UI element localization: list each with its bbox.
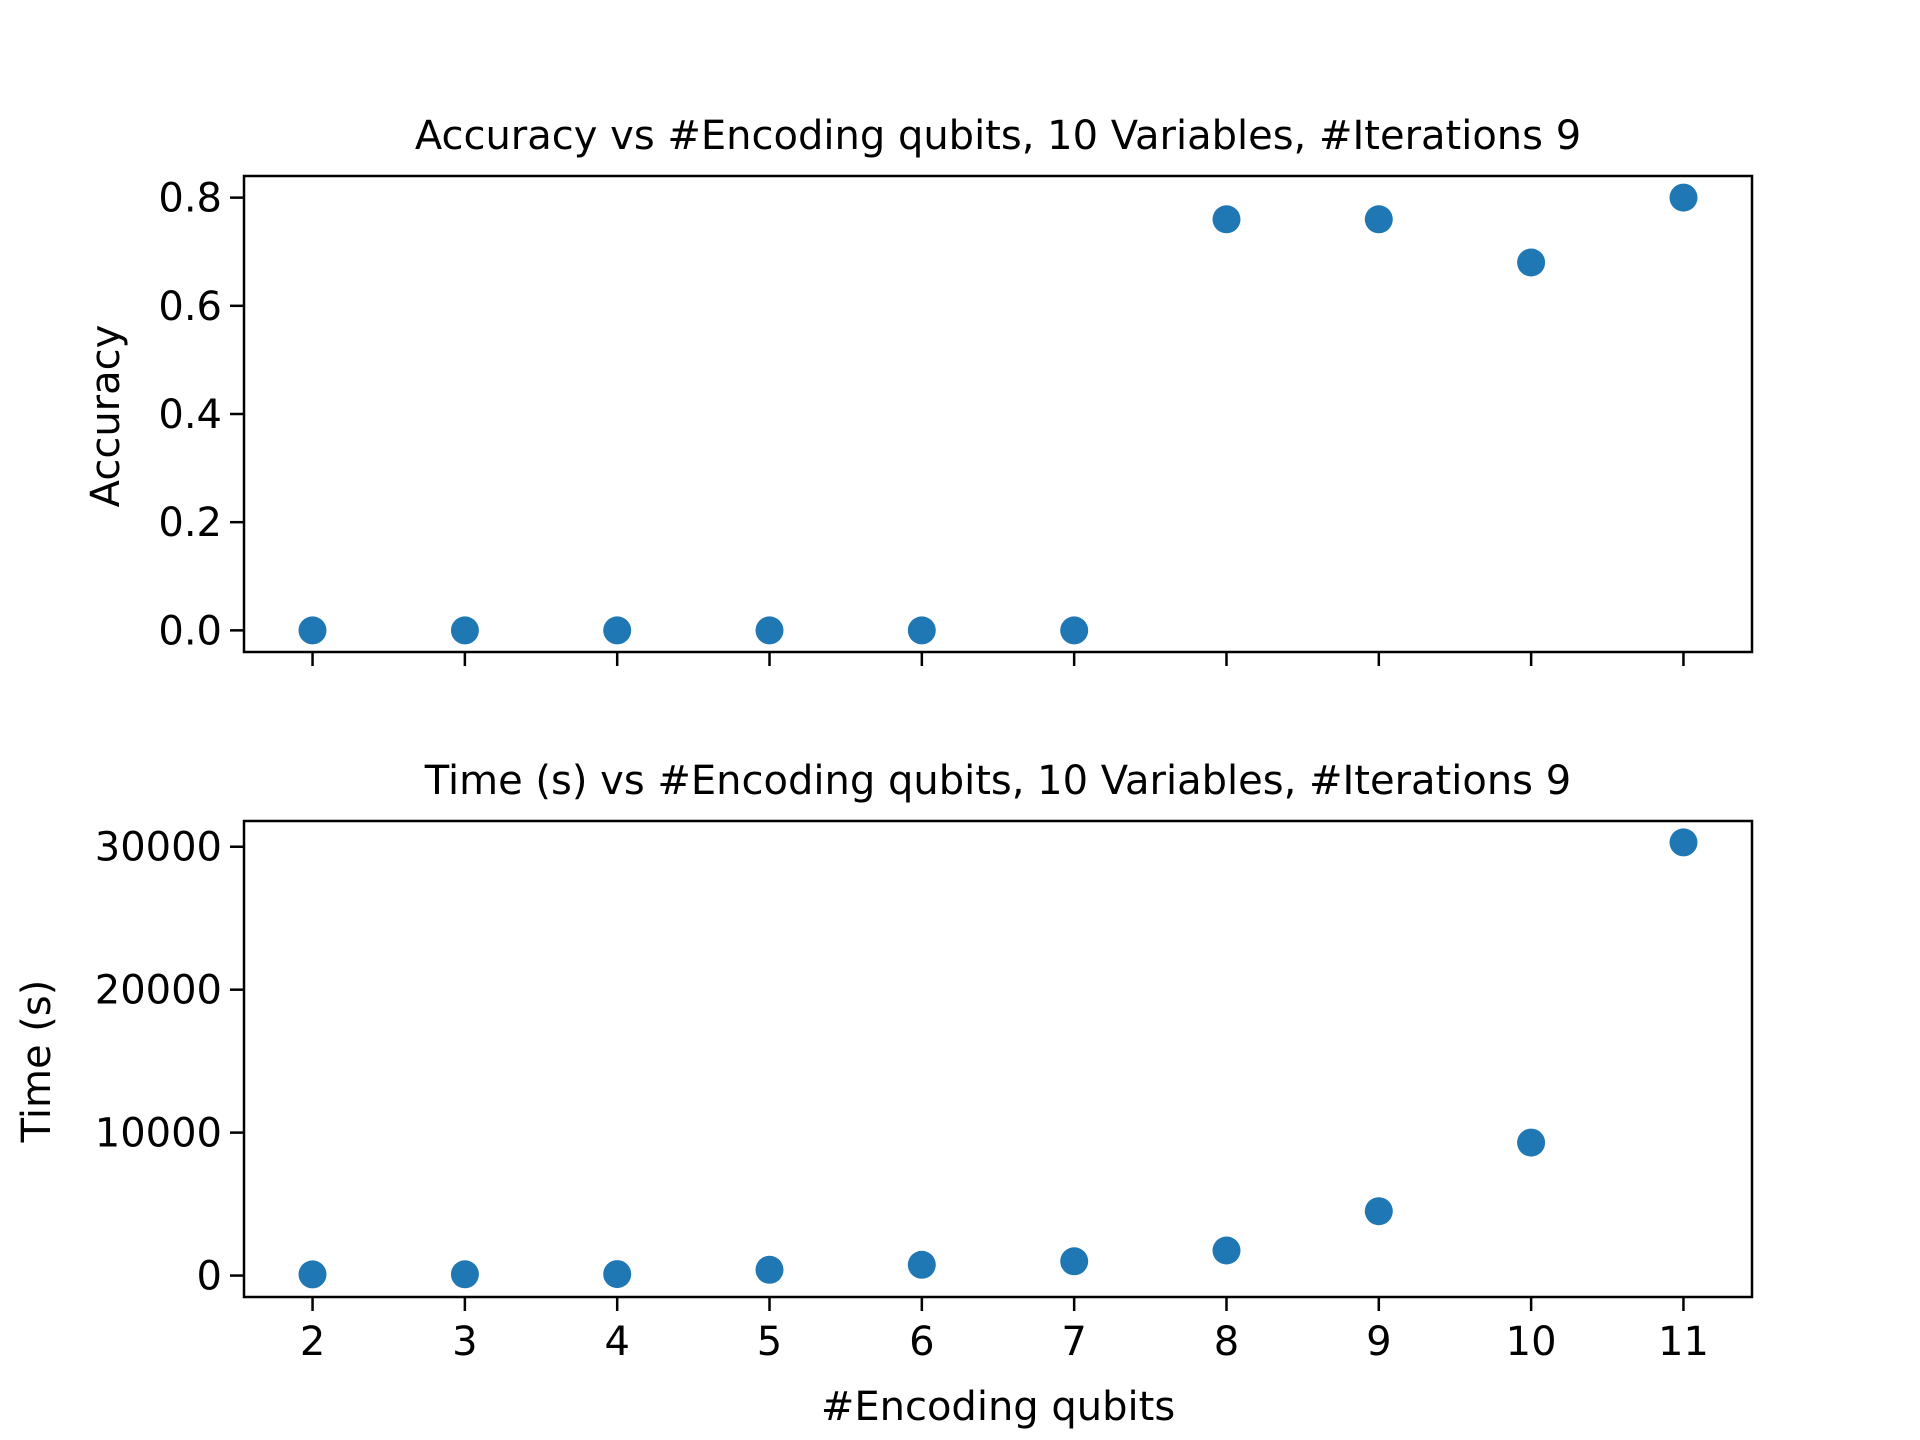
accuracy-y-tick-label: 0.4 (158, 392, 222, 438)
time-x-tick-label: 4 (604, 1319, 629, 1365)
accuracy-subplot-y-axis-label: Accuracy (83, 325, 129, 508)
time-data-point (603, 1260, 632, 1289)
accuracy-y-tick-label: 0.0 (158, 608, 222, 654)
accuracy-data-point (1364, 205, 1393, 234)
time-x-tick-label: 7 (1061, 1319, 1086, 1365)
accuracy-data-point (1212, 205, 1241, 234)
time-subplot-title: Time (s) vs #Encoding qubits, 10 Variabl… (424, 758, 1571, 804)
accuracy-data-point (298, 616, 327, 645)
time-subplot-y-axis-label: Time (s) (14, 980, 60, 1144)
accuracy-subplot-points (298, 183, 1698, 645)
accuracy-y-tick-label: 0.2 (158, 500, 222, 546)
time-x-tick-label: 3 (452, 1319, 477, 1365)
time-data-point (450, 1260, 479, 1289)
accuracy-data-point (1517, 248, 1546, 277)
time-y-tick-label: 30000 (95, 825, 222, 871)
time-x-tick-label: 10 (1506, 1319, 1557, 1365)
time-subplot-frame (242, 819, 1754, 1299)
accuracy-y-tick-label: 0.8 (158, 176, 222, 222)
time-subplot-points (298, 828, 1698, 1289)
time-x-tick-label: 11 (1658, 1319, 1709, 1365)
accuracy-subplot-title: Accuracy vs #Encoding qubits, 10 Variabl… (415, 113, 1581, 159)
accuracy-data-point (755, 616, 784, 645)
time-data-point (755, 1255, 784, 1284)
time-data-point (907, 1250, 936, 1279)
accuracy-data-point (450, 616, 479, 645)
time-data-point (298, 1260, 327, 1289)
time-data-point (1212, 1236, 1241, 1265)
time-subplot: Time (s) vs #Encoding qubits, 10 Variabl… (14, 758, 1754, 1430)
time-subplot-y-ticks: 0 10000 20000 30000 (95, 825, 244, 1300)
time-data-point (1060, 1247, 1089, 1276)
time-x-tick-label: 2 (300, 1319, 325, 1365)
time-data-point (1517, 1128, 1546, 1157)
time-x-tick-label: 5 (757, 1319, 782, 1365)
accuracy-data-point (603, 616, 632, 645)
time-x-tick-label: 9 (1366, 1319, 1391, 1365)
time-x-tick-label: 8 (1214, 1319, 1239, 1365)
time-subplot-x-axis-label: #Encoding qubits (821, 1384, 1175, 1430)
accuracy-subplot-y-ticks: 0.0 0.2 0.4 0.6 0.8 (158, 176, 244, 654)
time-y-tick-label: 20000 (95, 968, 222, 1014)
accuracy-subplot-frame (242, 174, 1754, 654)
accuracy-data-point (907, 616, 936, 645)
time-data-point (1669, 828, 1698, 857)
accuracy-y-tick-label: 0.6 (158, 284, 222, 330)
time-x-tick-label: 6 (909, 1319, 934, 1365)
accuracy-data-point (1669, 183, 1698, 212)
time-data-point (1364, 1197, 1393, 1226)
accuracy-subplot: Accuracy vs #Encoding qubits, 10 Variabl… (83, 113, 1754, 666)
time-y-tick-label: 0 (197, 1254, 222, 1300)
time-y-tick-label: 10000 (95, 1111, 222, 1157)
time-subplot-x-ticks: 2 3 4 5 6 7 8 9 10 11 (300, 1297, 1709, 1365)
accuracy-data-point (1060, 616, 1089, 645)
accuracy-subplot-x-ticks (311, 652, 1685, 666)
